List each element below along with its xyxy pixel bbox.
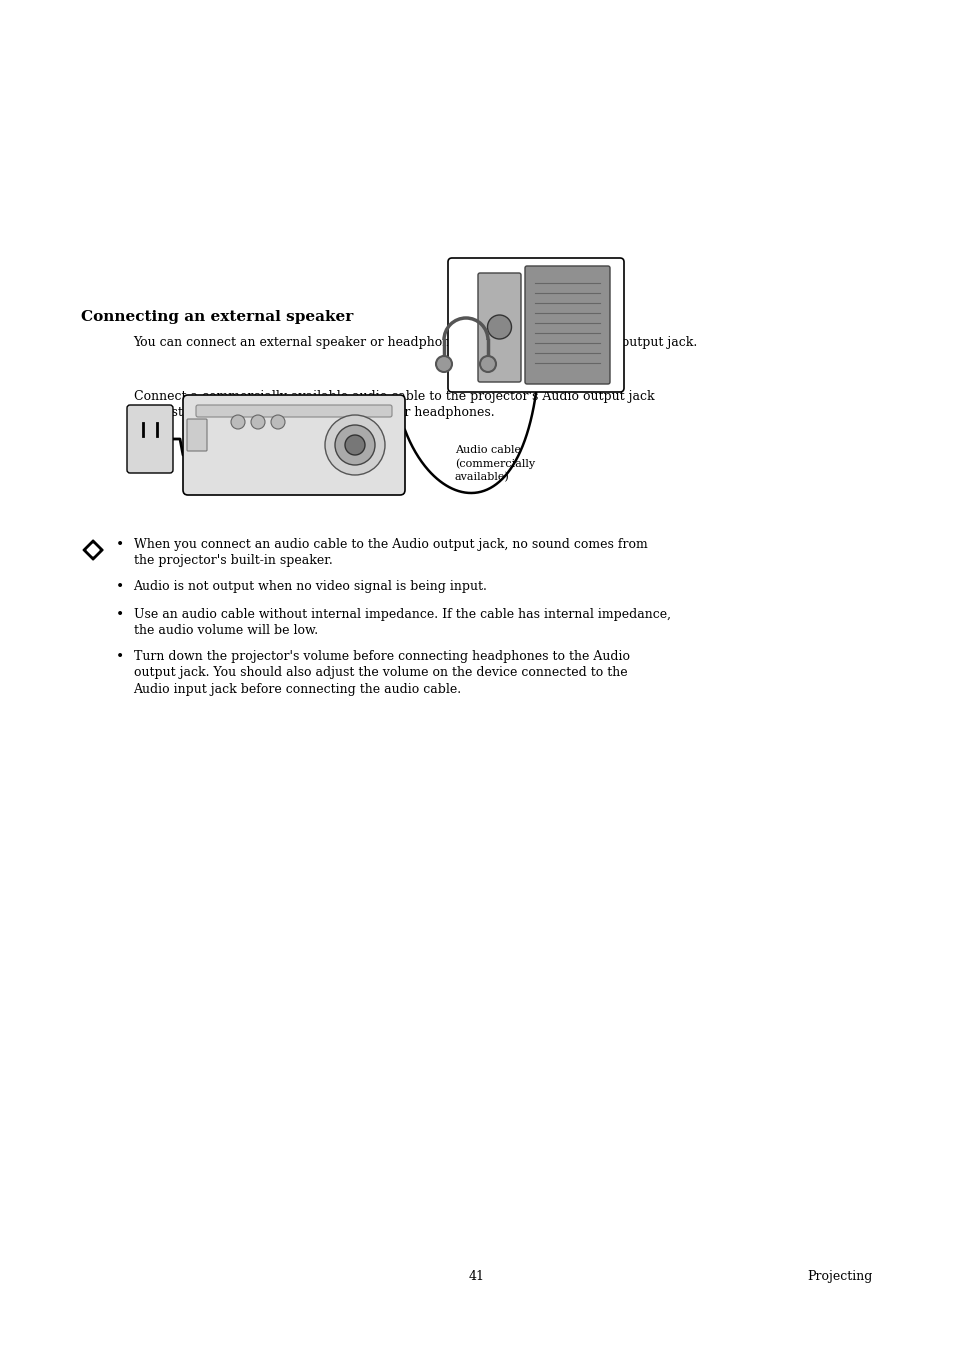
FancyBboxPatch shape: [477, 273, 520, 382]
Text: •: •: [115, 580, 124, 594]
Text: Audio is not output when no video signal is being input.: Audio is not output when no video signal…: [133, 580, 487, 593]
FancyBboxPatch shape: [448, 258, 623, 392]
Text: When you connect an audio cable to the Audio output jack, no sound comes from
th: When you connect an audio cable to the A…: [133, 539, 647, 567]
Text: You can connect an external speaker or headphones to the projector's Audio outpu: You can connect an external speaker or h…: [133, 336, 697, 350]
FancyBboxPatch shape: [524, 266, 609, 383]
Text: •: •: [115, 649, 124, 664]
Text: Projecting: Projecting: [806, 1270, 872, 1282]
Text: Turn down the projector's volume before connecting headphones to the Audio
outpu: Turn down the projector's volume before …: [133, 649, 629, 697]
Text: Use an audio cable without internal impedance. If the cable has internal impedan: Use an audio cable without internal impe…: [133, 608, 670, 637]
Circle shape: [271, 414, 285, 429]
Polygon shape: [83, 540, 103, 560]
Circle shape: [436, 356, 452, 373]
FancyBboxPatch shape: [127, 405, 172, 472]
Circle shape: [345, 435, 365, 455]
FancyBboxPatch shape: [195, 405, 392, 417]
Circle shape: [479, 356, 496, 373]
Text: •: •: [115, 539, 124, 552]
Circle shape: [251, 414, 265, 429]
FancyBboxPatch shape: [187, 418, 207, 451]
Text: 41: 41: [469, 1270, 484, 1282]
Circle shape: [335, 425, 375, 464]
Circle shape: [487, 315, 511, 339]
Circle shape: [325, 414, 385, 475]
FancyBboxPatch shape: [183, 396, 405, 495]
Text: •: •: [115, 608, 124, 622]
Circle shape: [231, 414, 245, 429]
Polygon shape: [87, 544, 99, 556]
Text: Audio cable
(commercially
available): Audio cable (commercially available): [455, 446, 535, 482]
Text: Connecting an external speaker: Connecting an external speaker: [81, 310, 353, 324]
Text: Connect a commercially available audio cable to the projector's Audio output jac: Connect a commercially available audio c…: [133, 390, 654, 420]
